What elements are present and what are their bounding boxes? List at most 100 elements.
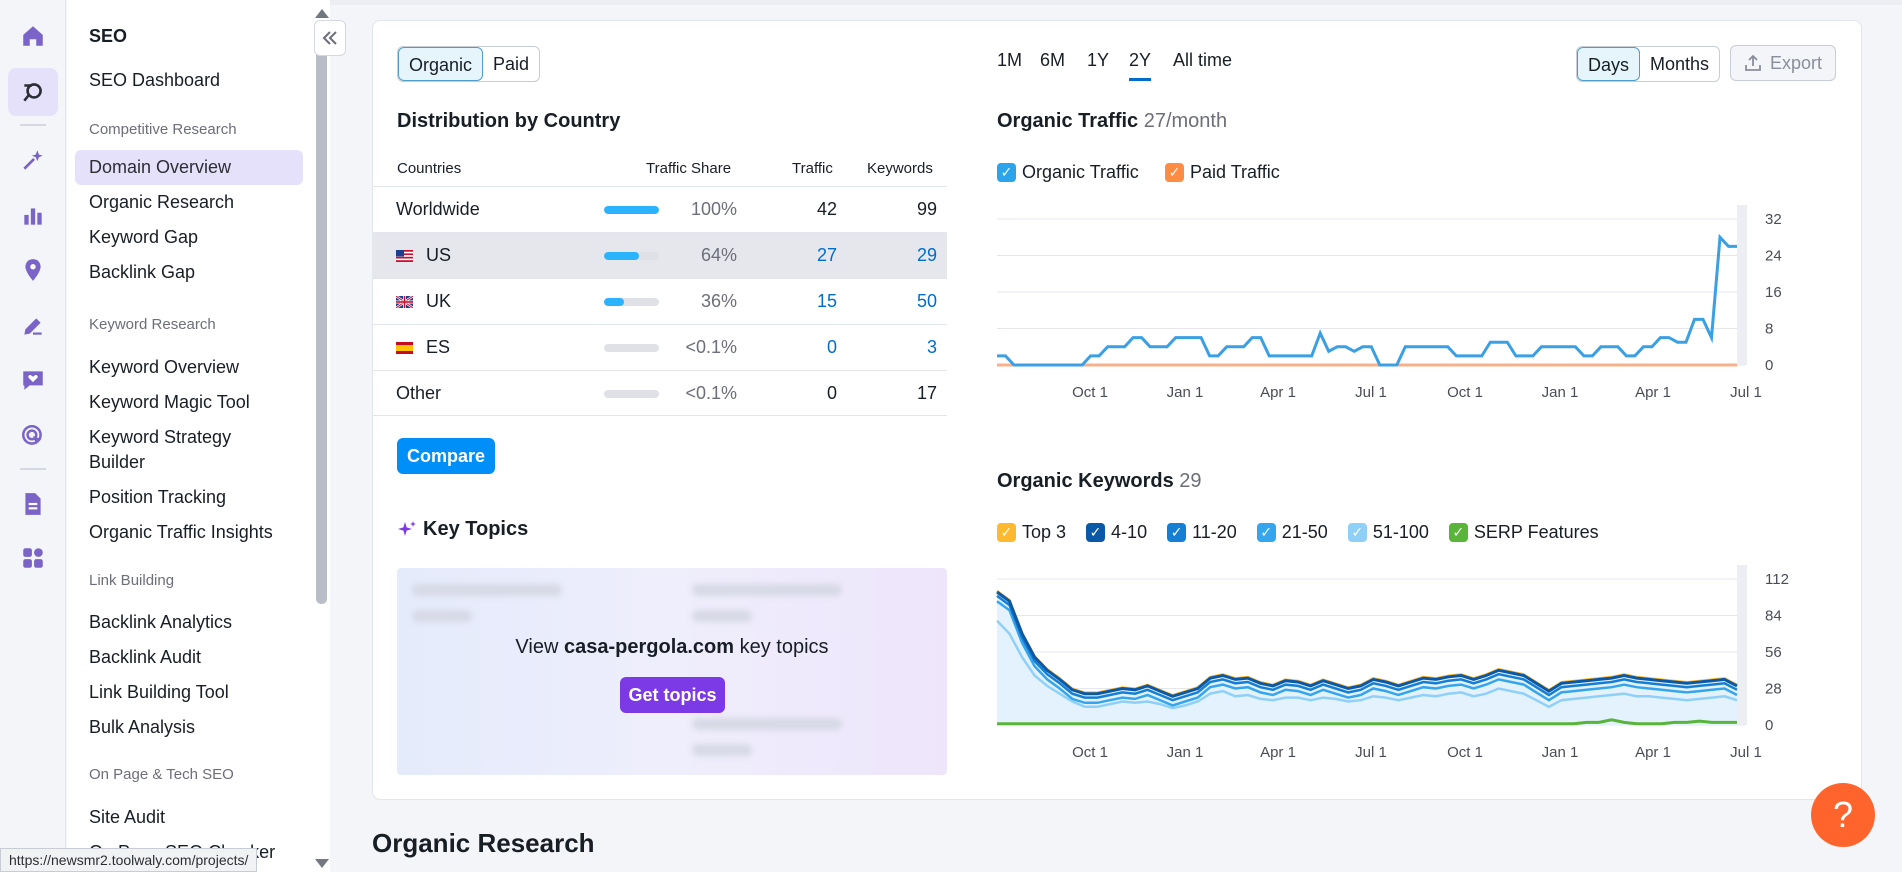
- keywords-y-tick: 28: [1765, 681, 1782, 698]
- heart-chat-icon[interactable]: [8, 356, 58, 404]
- sidebar-item-seo-dashboard[interactable]: SEO Dashboard: [89, 70, 221, 90]
- get-topics-button[interactable]: Get topics: [620, 677, 725, 713]
- keywords-x-tick: Jan 1: [1167, 744, 1204, 761]
- table-row[interactable]: ES <0.1% 0 3: [372, 324, 947, 370]
- share-bar: [604, 206, 659, 214]
- seo-icon[interactable]: [8, 68, 58, 116]
- help-button[interactable]: ?: [1811, 783, 1875, 847]
- keywords-link[interactable]: 3: [926, 337, 937, 357]
- sparkle-icon: [398, 520, 416, 536]
- traffic-range-handle[interactable]: [1737, 205, 1747, 365]
- keywords-value: 17: [916, 383, 937, 403]
- keywords-series-51-100: [996, 619, 1738, 710]
- keywords-link[interactable]: 50: [916, 291, 937, 311]
- keywords-series-4-10: [996, 590, 1738, 698]
- legend-label: Paid Traffic: [1190, 162, 1280, 182]
- sidebar-item-domain-overview[interactable]: Domain Overview: [75, 150, 303, 185]
- period-all-time[interactable]: All time: [1173, 50, 1233, 70]
- checkbox-icon: ✓: [1448, 523, 1468, 542]
- traffic-value: 0: [826, 383, 837, 403]
- key-topics-suffix: key topics: [739, 636, 829, 658]
- legend-item[interactable]: ✓ 11-20: [1167, 522, 1237, 543]
- keywords-x-tick: Apr 1: [1635, 744, 1671, 761]
- sidebar-item-bulk-analysis[interactable]: Bulk Analysis: [89, 717, 196, 737]
- keywords-y-tick: 0: [1765, 717, 1773, 734]
- legend-label: SERP Features: [1473, 522, 1599, 542]
- keywords-link[interactable]: 29: [916, 245, 937, 265]
- scroll-up-arrow-icon[interactable]: [315, 9, 329, 18]
- legend-item[interactable]: ✓ 21-50: [1256, 522, 1328, 543]
- scroll-down-arrow-icon[interactable]: [315, 859, 329, 868]
- table-row[interactable]: Other <0.1% 0 17: [372, 370, 947, 416]
- legend-item[interactable]: ✓ Top 3: [997, 522, 1066, 543]
- home-icon[interactable]: [8, 12, 58, 60]
- sidebar-scroll-thumb[interactable]: [316, 26, 327, 604]
- period-6m[interactable]: 6M: [1040, 50, 1066, 70]
- share-bar: [604, 344, 659, 352]
- sidebar-item-keyword-gap[interactable]: Keyword Gap: [89, 227, 199, 247]
- traffic-x-tick: Apr 1: [1260, 384, 1296, 401]
- period-1y[interactable]: 1Y: [1087, 50, 1110, 70]
- sidebar-item-position-tracking[interactable]: Position Tracking: [89, 487, 227, 507]
- ai-sparkle-icon[interactable]: [8, 136, 58, 184]
- sidebar-item-backlink-analytics[interactable]: Backlink Analytics: [89, 612, 233, 632]
- traffic-link[interactable]: 0: [826, 337, 837, 357]
- keywords-series-21-50: [996, 600, 1738, 707]
- checkbox-icon: ✓: [997, 163, 1016, 182]
- organic-keywords-title: Organic Keywords: [997, 470, 1174, 492]
- col-traffic-share: Traffic Share: [646, 160, 732, 177]
- bar-chart-icon[interactable]: [8, 192, 58, 240]
- sidebar-item-keyword-magic-tool[interactable]: Keyword Magic Tool: [89, 392, 250, 412]
- traffic-link[interactable]: 27: [816, 245, 837, 265]
- legend-item[interactable]: ✓ 4-10: [1086, 522, 1147, 543]
- export-label: Export: [1769, 52, 1823, 73]
- sidebar-item-site-audit[interactable]: Site Audit: [89, 807, 166, 827]
- sidebar-item-organic-research[interactable]: Organic Research: [89, 192, 235, 212]
- checkbox-icon: ✓: [1165, 163, 1184, 182]
- sidebar-item-backlink-gap[interactable]: Backlink Gap: [89, 262, 196, 282]
- legend-label: 11-20: [1192, 522, 1237, 542]
- keywords-x-tick: Oct 1: [1447, 744, 1483, 761]
- table-row[interactable]: UK 36% 15 50: [372, 278, 947, 324]
- keywords-x-tick: Jul 1: [1730, 744, 1762, 761]
- period-1m[interactable]: 1M: [997, 50, 1023, 70]
- table-row[interactable]: US 64% 27 29: [372, 232, 947, 278]
- document-icon[interactable]: [8, 480, 58, 528]
- period-2y[interactable]: 2Y: [1129, 50, 1152, 81]
- toggle-organic[interactable]: Organic: [398, 47, 484, 81]
- blurred-topic: [412, 610, 472, 622]
- organic-paid-toggle: Organic Paid: [397, 46, 541, 82]
- organic-traffic-chart: 32 24 16 8 0 Oct 1 Jan 1 Apr 1 Jul 1 Oct 1 Jan 1 Ap…: [997, 205, 1782, 401]
- keywords-x-tick: Jan 1: [1542, 744, 1579, 761]
- traffic-y-tick: 0: [1765, 357, 1773, 374]
- traffic-link[interactable]: 15: [816, 291, 837, 311]
- legend-item[interactable]: ✓ SERP Features: [1448, 522, 1599, 543]
- cursor-target-icon[interactable]: [8, 412, 58, 460]
- export-button[interactable]: Export: [1730, 45, 1836, 81]
- apps-grid-icon[interactable]: [8, 534, 58, 582]
- keywords-x-tick: Jul 1: [1355, 744, 1387, 761]
- legend-paid-traffic[interactable]: ✓ Paid Traffic: [1165, 162, 1280, 183]
- legend-organic-traffic[interactable]: ✓ Organic Traffic: [997, 162, 1139, 183]
- sidebar-item-link-building-tool[interactable]: Link Building Tool: [89, 682, 229, 702]
- sidebar-item-keyword-overview[interactable]: Keyword Overview: [89, 357, 240, 377]
- compare-button[interactable]: Compare: [397, 438, 495, 474]
- pen-icon[interactable]: [8, 302, 58, 350]
- sidebar-item-keyword-strategy-builder[interactable]: Keyword Strategy Builder: [89, 427, 232, 472]
- toggle-months[interactable]: Months: [1650, 54, 1710, 74]
- key-topics-panel: View casa-pergola.com key topics Get top…: [397, 568, 947, 775]
- share-value: 100%: [690, 199, 737, 219]
- keywords-series-11-20: [996, 594, 1738, 702]
- organic-keywords-chart: 112 84 56 28 0 Oct 1 Jan 1 Apr 1 Jul 1 Oct 1 Jan 1…: [996, 565, 1789, 761]
- organic-traffic-value: 27/month: [1143, 110, 1228, 132]
- table-row[interactable]: Worldwide 100% 42 99: [372, 186, 947, 232]
- sidebar-item-organic-traffic-insights[interactable]: Organic Traffic Insights: [89, 522, 273, 542]
- toggle-days[interactable]: Days: [1577, 47, 1641, 81]
- collapse-sidebar-button[interactable]: [314, 20, 346, 56]
- legend-item[interactable]: ✓ 51-100: [1347, 522, 1429, 543]
- key-topics-message: View casa-pergola.com key topics: [397, 636, 947, 659]
- sidebar-item-backlink-audit[interactable]: Backlink Audit: [89, 647, 202, 667]
- location-pin-icon[interactable]: [8, 246, 58, 294]
- toggle-paid[interactable]: Paid: [493, 54, 530, 74]
- keywords-range-handle[interactable]: [1737, 565, 1747, 725]
